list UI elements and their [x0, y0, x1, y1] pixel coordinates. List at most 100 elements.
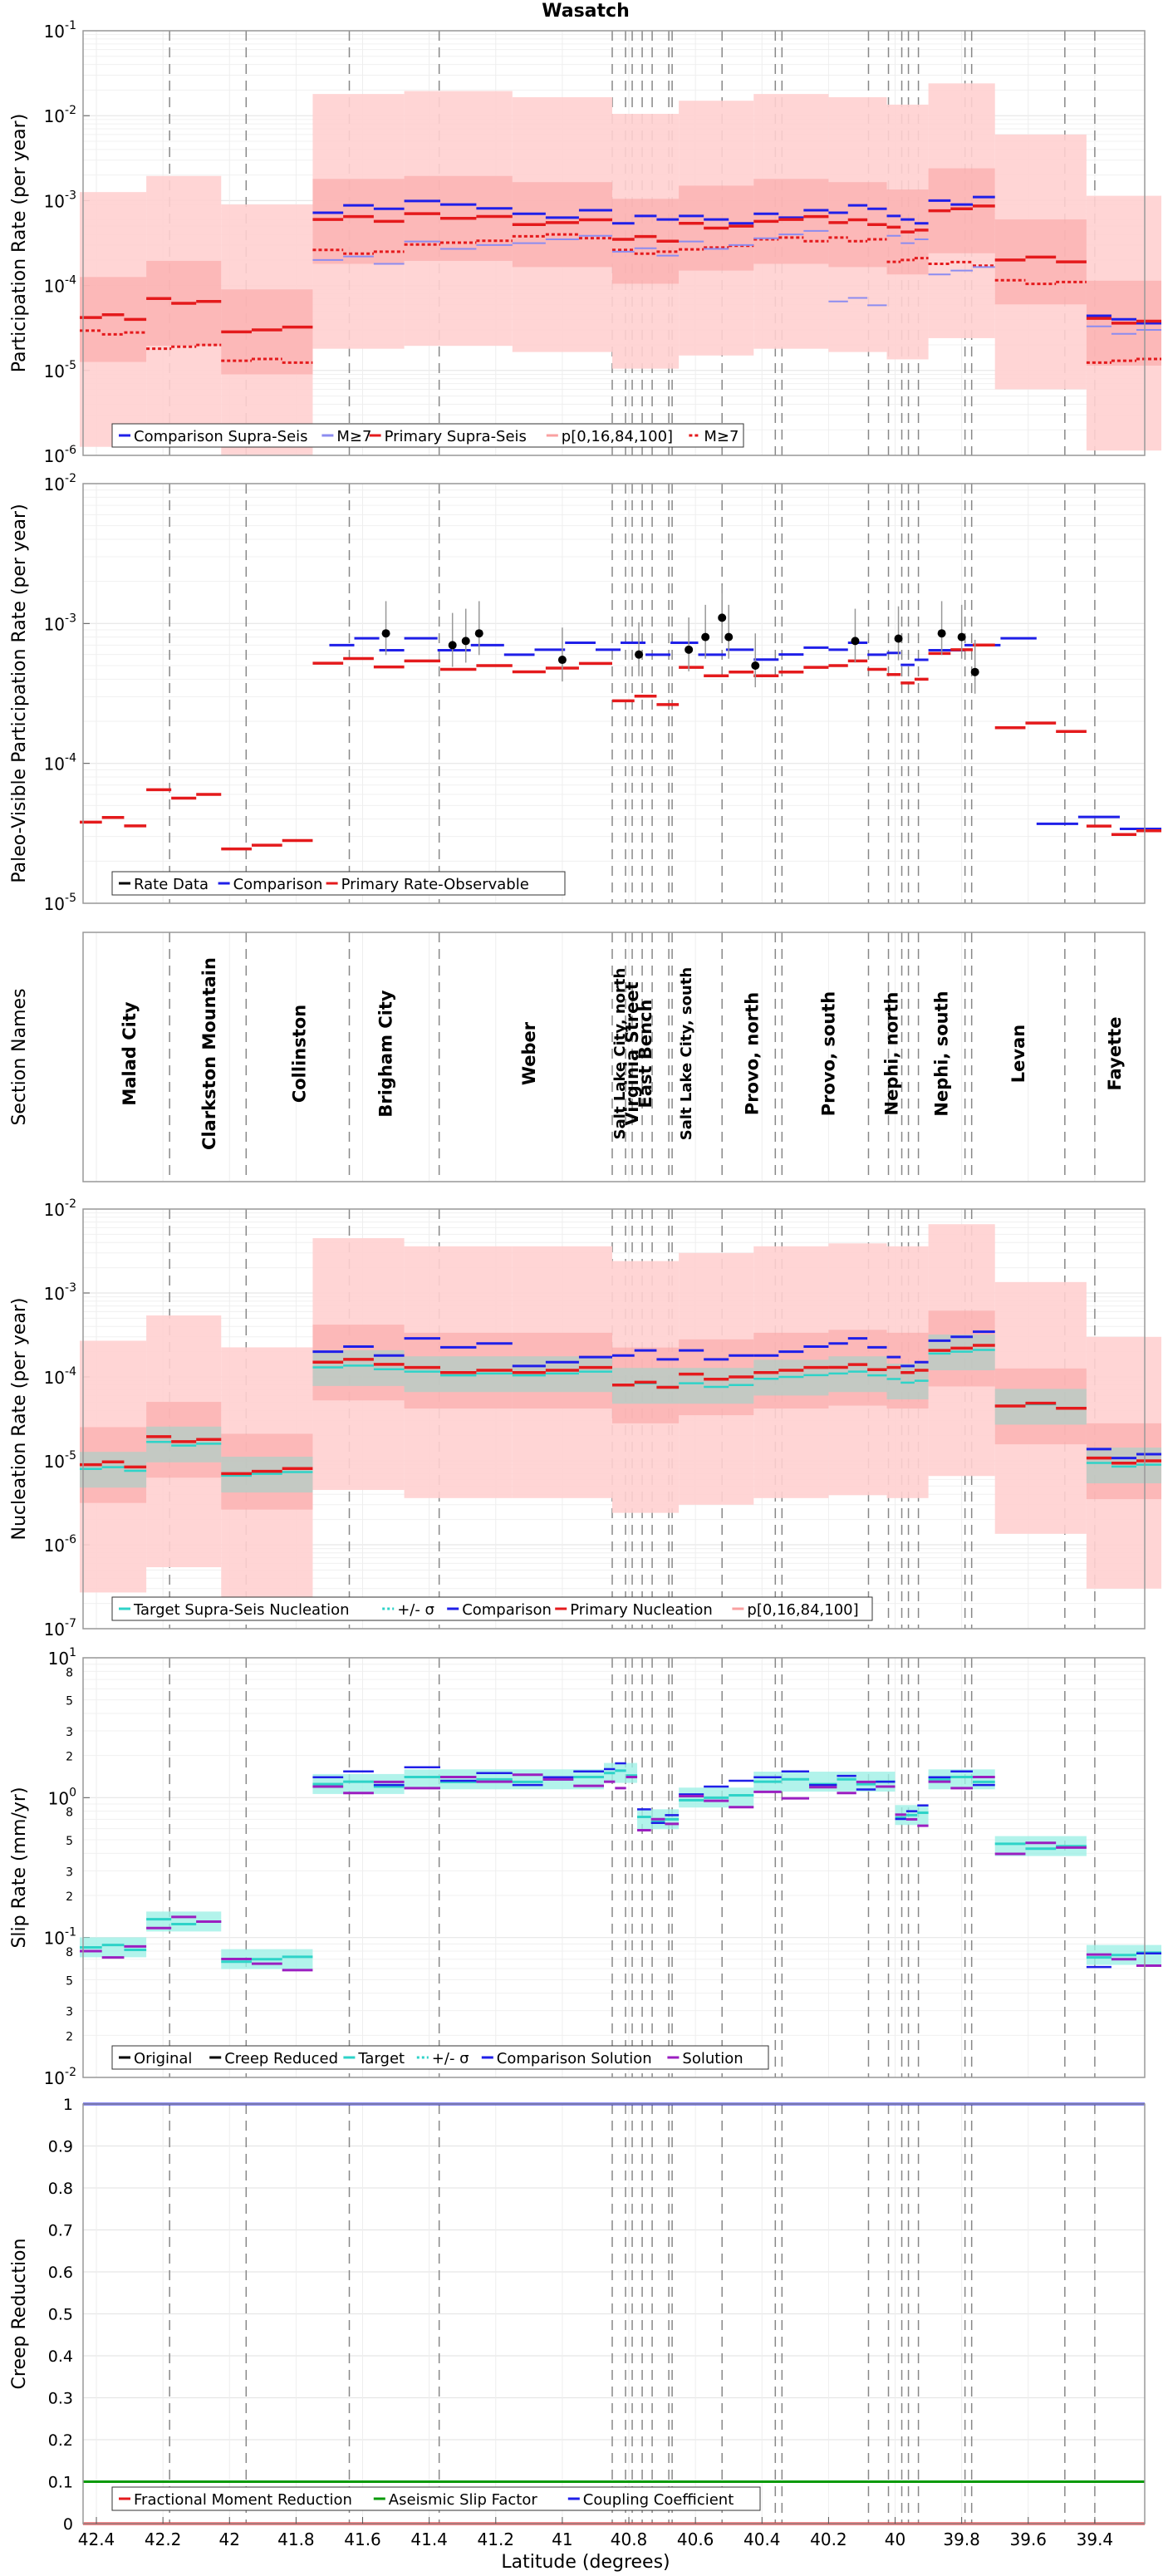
y-tick-label: 10-5	[44, 359, 76, 381]
target-sigma-band	[146, 1911, 222, 1932]
panel-paleo-frame	[82, 483, 1146, 904]
legend-entry: Target Supra-Seis Nucleation	[133, 1601, 350, 1619]
y-tick-label: 101	[48, 1646, 76, 1669]
rate-data-point	[957, 632, 966, 642]
x-tick-label: 40.2	[810, 2529, 847, 2549]
panel-participation: 10-6 10-5 10-4 10-3 10-2 10-1 Participation Ra…	[9, 19, 1162, 466]
x-tick-label: 40.8	[611, 2529, 648, 2549]
section-name-label: Salt Lake City, south	[678, 967, 695, 1140]
legend-entry: M≥7	[336, 428, 371, 445]
y-tick-label: 10-5	[44, 1449, 76, 1472]
y-minor-tick-label: 8	[66, 1807, 73, 1820]
x-tick-label: 40.6	[677, 2529, 714, 2549]
y-tick-exponent: -3	[65, 612, 76, 625]
x-tick-label: 42	[219, 2529, 240, 2549]
y-tick-label: 1	[63, 2096, 73, 2114]
rate-data-point	[724, 632, 734, 642]
y-tick-label: 10-4	[44, 752, 77, 774]
paleo-y-label: Paleo-Visible Participation Rate (per ye…	[9, 504, 30, 882]
y-tick-exponent: -5	[65, 892, 76, 905]
rate-data-point	[701, 632, 710, 642]
figure-title: Wasatch	[542, 1, 630, 22]
y-tick-label: 0.8	[48, 2180, 73, 2198]
y-tick-exponent: -4	[65, 1365, 76, 1379]
y-tick-label: 10-1	[44, 19, 76, 42]
section-name-label: Salt Lake City, north	[611, 968, 629, 1140]
y-tick-label: 0.6	[48, 2264, 73, 2282]
y-tick-label: 0.9	[48, 2138, 73, 2156]
section-name-label: East Bench	[635, 1000, 655, 1109]
y-tick-exponent: -6	[65, 444, 76, 457]
participation-y-label: Participation Rate (per year)	[9, 114, 30, 373]
x-tick-label: 39.8	[943, 2529, 980, 2549]
legend-entry: +/- σ	[432, 2050, 469, 2067]
legend-entry: p[0,16,84,100]	[562, 428, 673, 445]
y-tick-label: 0.5	[48, 2306, 73, 2324]
panel-paleo-bg	[83, 484, 1145, 903]
y-tick-label: 0	[63, 2515, 73, 2534]
y-tick-label: 10-3	[44, 1281, 76, 1304]
legend-entry: Comparison Solution	[497, 2050, 652, 2067]
section-name-label: Fayette	[1105, 1017, 1125, 1091]
legend-entry: Primary Supra-Seis	[385, 428, 527, 445]
y-tick-label: 10-4	[44, 1365, 77, 1388]
rate-data-point	[894, 634, 903, 643]
paleo-legend: Rate Data Comparison Primary Rate-Observab…	[111, 871, 566, 896]
panel-slip-bg	[83, 1658, 1145, 2077]
section-name-label: Provo, north	[742, 992, 762, 1115]
x-tick-label: 39.6	[1010, 2529, 1048, 2549]
y-tick-label: 10-3	[44, 612, 76, 634]
y-tick-label: 0.2	[48, 2431, 73, 2450]
y-tick-exponent: -1	[65, 19, 76, 32]
panel-participation-frame	[82, 30, 1146, 456]
slip-legend-box	[111, 2045, 769, 2070]
section-name-label: Clarkston Mountain	[199, 957, 219, 1150]
x-tick-label: 40	[885, 2529, 905, 2549]
y-tick-label: 10-2	[44, 104, 76, 126]
panel-paleo: 10-5 10-4 10-3 10-2 Paleo-Visible Participat…	[9, 472, 1162, 914]
y-tick-label: 10-7	[44, 1617, 76, 1639]
legend-entry: Comparison	[462, 1601, 552, 1619]
section-name-label: Provo, south	[818, 991, 838, 1116]
x-tick-label: 41.2	[478, 2529, 515, 2549]
creep-y-label: Creep Reduction	[9, 2239, 30, 2390]
panel-nucleation: 10-7 10-6 10-5 10-4 10-3 10-2 Nucleation Rate …	[9, 1197, 1162, 1639]
y-tick-exponent: -3	[65, 189, 76, 202]
section-name-label: Nephi, south	[932, 991, 952, 1116]
rate-data-point	[448, 641, 457, 650]
target-sigma-band	[404, 1769, 513, 1790]
panel-slip-frame	[82, 1657, 1146, 2078]
section-name-label: Nephi, north	[882, 991, 902, 1115]
y-tick-exponent: -2	[65, 104, 76, 117]
section-name-label: Collinston	[289, 1005, 309, 1103]
y-minor-tick-label: 5	[66, 1835, 73, 1848]
section-name-label: Weber	[519, 1021, 539, 1085]
y-tick-label: 0.3	[48, 2390, 73, 2408]
panel-creep: 0 0.1 0.2 0.3 0.4 0.5 0.6 0.7 0.8 0.9 1 Creep Reduc…	[9, 2096, 1146, 2549]
legend-entry: Primary Rate-Observable	[341, 876, 529, 893]
legend-entry: Target	[357, 2050, 405, 2067]
panel-creep-frame	[82, 2103, 1146, 2524]
section-name-label: Brigham City	[376, 990, 396, 1118]
rate-data-point	[751, 661, 760, 671]
y-tick-label: 10-2	[44, 1197, 76, 1220]
y-tick-exponent: -6	[65, 1533, 76, 1546]
section-name-label: Virginia Street	[622, 981, 642, 1125]
y-tick-label: 100	[48, 1786, 76, 1808]
creep-legend-box	[111, 2486, 761, 2511]
y-tick-exponent: 1	[69, 1646, 76, 1659]
y-tick-label: 10-4	[44, 274, 77, 297]
panel-sections-frame	[82, 932, 1146, 1182]
y-tick-exponent: -2	[65, 1197, 76, 1211]
rate-data-point	[381, 629, 390, 638]
slip-y-label: Slip Rate (mm/yr)	[9, 1787, 30, 1948]
legend-entry: p[0,16,84,100]	[747, 1601, 858, 1619]
x-tick-label: 41.6	[344, 2529, 381, 2549]
x-tick-label: 41.8	[277, 2529, 315, 2549]
y-tick-label: 10-3	[44, 189, 76, 211]
y-tick-exponent: -5	[65, 359, 76, 372]
legend-entry: Creep Reduced	[224, 2050, 338, 2067]
section-name-label: Levan	[1008, 1025, 1028, 1083]
